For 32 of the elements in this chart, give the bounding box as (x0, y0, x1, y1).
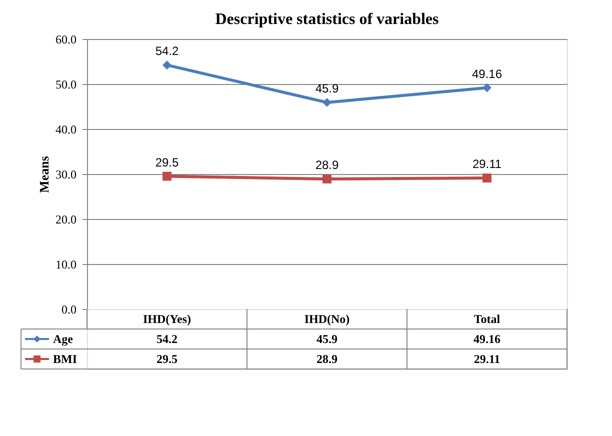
data-label: 28.9 (315, 158, 339, 172)
y-tick-label: 10.0 (56, 258, 76, 272)
x-tick-label: IHD(No) (304, 312, 350, 326)
y-axis-title: Means (36, 156, 52, 193)
y-tick-label: 50.0 (56, 78, 76, 92)
data-label: 54.2 (155, 44, 179, 58)
data-label: 49.16 (472, 66, 502, 81)
legend-label: BMI (53, 352, 78, 366)
data-label: 29.5 (155, 155, 179, 170)
y-tick-label: 0.0 (62, 302, 76, 316)
chart-title: Descriptive statistics of variables (215, 11, 439, 28)
data-label: 29.11 (472, 157, 502, 172)
point (322, 174, 332, 184)
point (162, 60, 172, 70)
point (482, 83, 492, 92)
text: 29.11 (474, 352, 500, 366)
data-label: 45.9 (315, 81, 339, 96)
point (482, 174, 492, 182)
text: 28.9 (316, 352, 338, 366)
y-tick-label: 40.0 (56, 122, 76, 136)
point (162, 172, 172, 181)
point (322, 98, 332, 107)
x-tick-label: IHD(Yes) (143, 312, 191, 326)
text: 45.9 (316, 332, 338, 346)
y-tick-label: 30.0 (56, 168, 76, 182)
x-tick-label: Total (474, 312, 501, 326)
text: 49.16 (474, 332, 500, 346)
legend-label: Age (53, 332, 74, 346)
y-tick-label: 20.0 (56, 212, 76, 226)
text: 29.5 (156, 352, 178, 366)
y-tick-label: 60.0 (56, 32, 76, 46)
text: 54.2 (156, 332, 178, 346)
